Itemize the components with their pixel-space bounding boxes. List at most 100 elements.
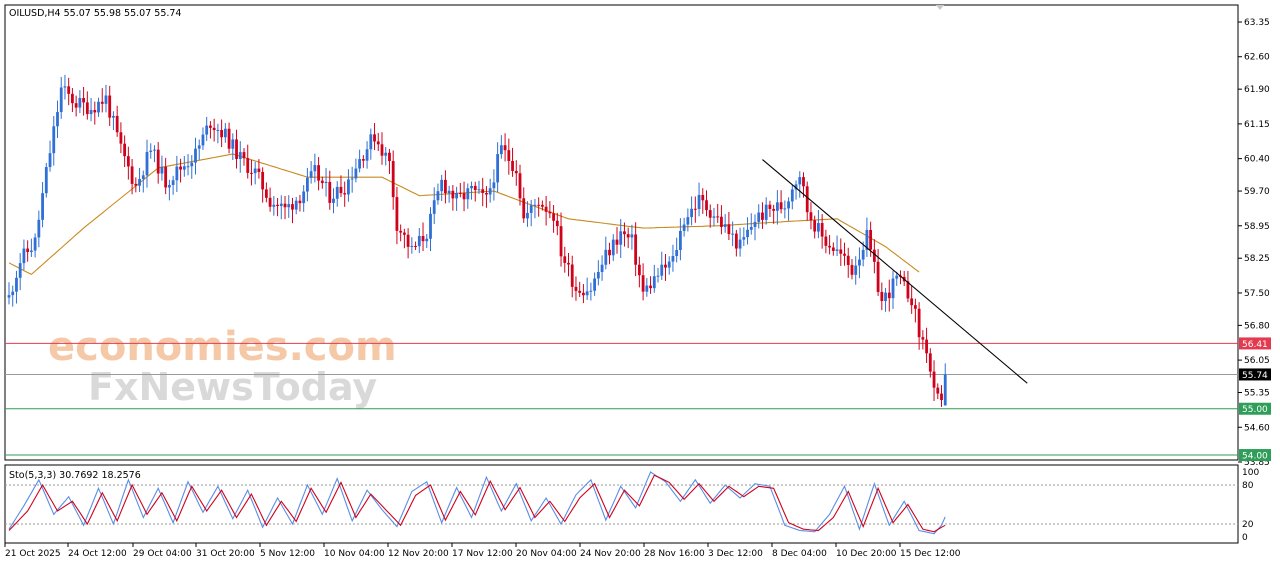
candle-bull [201, 134, 205, 146]
price-axis: 63.35 62.60 61.90 61.15 60.40 59.70 58.95 58.25… [1238, 18, 1270, 468]
candle-bull [369, 134, 373, 150]
candle-bear [26, 248, 30, 253]
candle-bull [272, 204, 276, 207]
time-tick-label: 24 Oct 12:00 [68, 549, 127, 559]
candle-bear [552, 213, 555, 221]
candle-bear [570, 264, 574, 287]
candle-bear [421, 235, 425, 242]
candle-bear [320, 180, 324, 184]
candle-bear [608, 249, 611, 256]
scroll-marker-icon[interactable] [936, 5, 944, 10]
candle-bull [190, 162, 194, 167]
candle-bull [697, 194, 701, 210]
candle-bear [578, 290, 582, 293]
candle-bear [85, 102, 89, 115]
candle-bull [529, 205, 533, 213]
candle-bear [705, 200, 708, 211]
candle-bull [335, 186, 339, 199]
candle-bull [350, 178, 354, 180]
candle-bull [440, 179, 444, 192]
candle-bear [574, 286, 578, 291]
candle-bear [813, 220, 817, 232]
time-tick-label: 17 Nov 12:00 [452, 549, 513, 559]
candle-bull [686, 217, 690, 225]
candle-bear [649, 285, 652, 289]
level-label-support: 55.00 [1242, 405, 1268, 415]
candle-bear [634, 234, 638, 265]
candle-bull [533, 204, 537, 206]
price-tick-label: 58.25 [1244, 254, 1270, 264]
candle-bear [828, 245, 831, 248]
candle-bear [406, 234, 410, 247]
candle-bull [141, 175, 145, 179]
candle-bear [559, 226, 563, 257]
candle-bear [67, 86, 71, 94]
candle-bull [798, 177, 802, 185]
level-label-support: 54.00 [1242, 452, 1268, 462]
candle-bull [675, 249, 679, 257]
candle-bull [153, 149, 156, 151]
price-tick-label: 56.80 [1244, 321, 1270, 331]
time-tick-label: 15 Dec 12:00 [900, 549, 961, 559]
watermark-economies: economies.com [48, 324, 397, 370]
candle-bear [220, 130, 224, 138]
candle-bull [324, 181, 328, 184]
candle-bull [746, 229, 749, 238]
candle-bear [824, 236, 828, 246]
candle-bull [410, 245, 414, 247]
candle-bull [197, 145, 201, 149]
candle-bear [130, 166, 134, 184]
candle-bull [18, 263, 22, 278]
candle-bull [757, 212, 761, 222]
candle-bear [100, 101, 104, 104]
candle-bull [287, 204, 291, 208]
candle-bear [522, 198, 526, 219]
candle-bull [600, 264, 604, 273]
candle-bull [854, 265, 858, 275]
candle-bull [682, 224, 686, 231]
candle-bear [910, 298, 914, 306]
candle-bull [488, 188, 492, 195]
level-labels[interactable]: 56.41 55.74 55.00 54.00 [1239, 337, 1271, 462]
candle-bear [261, 171, 265, 190]
candle-bull [194, 148, 197, 163]
level-label-bg [1239, 402, 1271, 415]
candle-bear [242, 152, 246, 159]
candle-bull [585, 291, 589, 296]
candle-bear [925, 339, 928, 354]
candle-bear [626, 234, 630, 238]
candle-bull [611, 239, 615, 256]
candle-bear [880, 291, 884, 302]
price-tick-label: 57.50 [1244, 289, 1270, 299]
candle-bull [526, 212, 529, 219]
candle-bull [138, 178, 141, 186]
candle-bull [231, 139, 235, 149]
candle-bear [328, 181, 332, 203]
time-tick-label: 10 Dec 20:00 [836, 549, 897, 559]
candle-bear [235, 139, 238, 160]
candle-bull [589, 290, 593, 292]
candle-bull [835, 249, 839, 251]
candle-bull [630, 234, 634, 238]
candle-bull [679, 230, 682, 250]
candle-bear [839, 249, 843, 254]
time-tick-label: 8 Dec 04:00 [772, 549, 827, 559]
candle-bull [604, 249, 608, 265]
horizontal-levels [5, 342, 1238, 456]
candle-bull [470, 185, 473, 189]
candle-bull [660, 264, 664, 276]
candle-bull [652, 276, 656, 289]
candle-bull [656, 275, 660, 277]
candle-bear [485, 192, 488, 195]
candle-bull [417, 235, 421, 247]
candle-bull [149, 150, 153, 152]
candle-bear [761, 212, 764, 220]
trendline[interactable] [762, 159, 1028, 384]
candle-bear [664, 264, 667, 268]
candle-bear [779, 202, 783, 210]
candle-bull [15, 277, 18, 292]
time-tick-label: 31 Oct 20:00 [196, 549, 255, 559]
candle-bull [175, 166, 179, 181]
candle-bull [365, 149, 369, 161]
